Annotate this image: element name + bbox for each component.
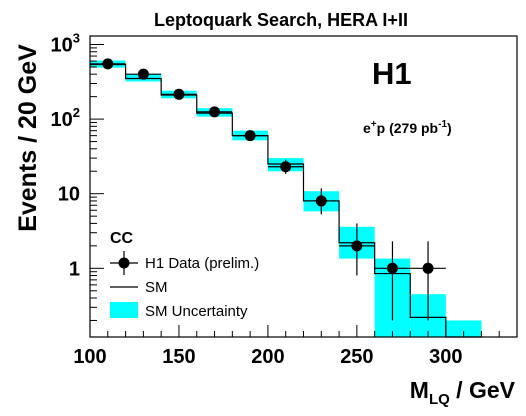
legend-uncertainty-swatch [110, 302, 138, 318]
data-point [137, 68, 149, 80]
data-point [244, 130, 256, 142]
data-points [90, 58, 446, 321]
legend-entry-data: H1 Data (prelim.) [145, 255, 259, 272]
legend-entry-uncertainty: SM Uncertainty [145, 303, 248, 320]
legend: CC H1 Data (prelim.) SM SM Uncertainty [110, 230, 259, 320]
x-tick-label: 300 [429, 346, 462, 368]
data-point [102, 58, 114, 70]
y-tick-label-base: 10 [51, 35, 73, 57]
y-tick-label-base: 1 [69, 258, 80, 280]
y-tick-label-exponent: 2 [73, 105, 80, 120]
y-tick-label-base: 10 [58, 184, 80, 206]
y-tick-label: 1 [69, 258, 80, 280]
channel-label-charge: + [371, 119, 377, 130]
legend-entry-sm: SM [145, 279, 168, 296]
channel-label-exponent: -1 [438, 119, 447, 130]
channel-label: e+p (279 pb-1) [363, 119, 452, 136]
data-point [315, 195, 327, 207]
data-point [209, 106, 221, 118]
channel-label-end: ) [447, 120, 452, 136]
y-tick-label: 10 [58, 184, 80, 206]
experiment-label: H1 [372, 56, 412, 91]
x-axis-label-main: M [410, 377, 429, 403]
x-tick-label: 100 [73, 346, 106, 368]
y-tick-label: 102 [51, 105, 80, 131]
x-ticks: 100 150 200 250 300 [73, 325, 518, 368]
data-point [280, 161, 292, 173]
data-point [422, 262, 434, 274]
data-point [351, 240, 363, 252]
x-tick-label: 250 [340, 346, 373, 368]
y-tick-label-exponent: 3 [73, 31, 80, 46]
x-axis-label-sub: LQ [429, 391, 450, 408]
channel-label-base: e [363, 120, 371, 136]
legend-data-marker [118, 257, 130, 269]
x-axis-label-unit: / GeV [450, 377, 516, 403]
legend-header: CC [110, 230, 134, 247]
x-axis-label: MLQ / GeV [410, 377, 516, 408]
y-tick-label: 103 [51, 31, 80, 57]
y-tick-label-base: 10 [51, 109, 73, 131]
data-point [173, 88, 185, 100]
channel-label-mid: p (279 pb [377, 120, 438, 136]
x-tick-label: 200 [251, 346, 284, 368]
y-axis-label: Events / 20 GeV [14, 44, 42, 232]
chart-title: Leptoquark Search, HERA I+II [154, 10, 408, 30]
data-point [386, 262, 398, 274]
sm-uncertainty-band [445, 320, 482, 337]
x-tick-label: 150 [162, 346, 195, 368]
